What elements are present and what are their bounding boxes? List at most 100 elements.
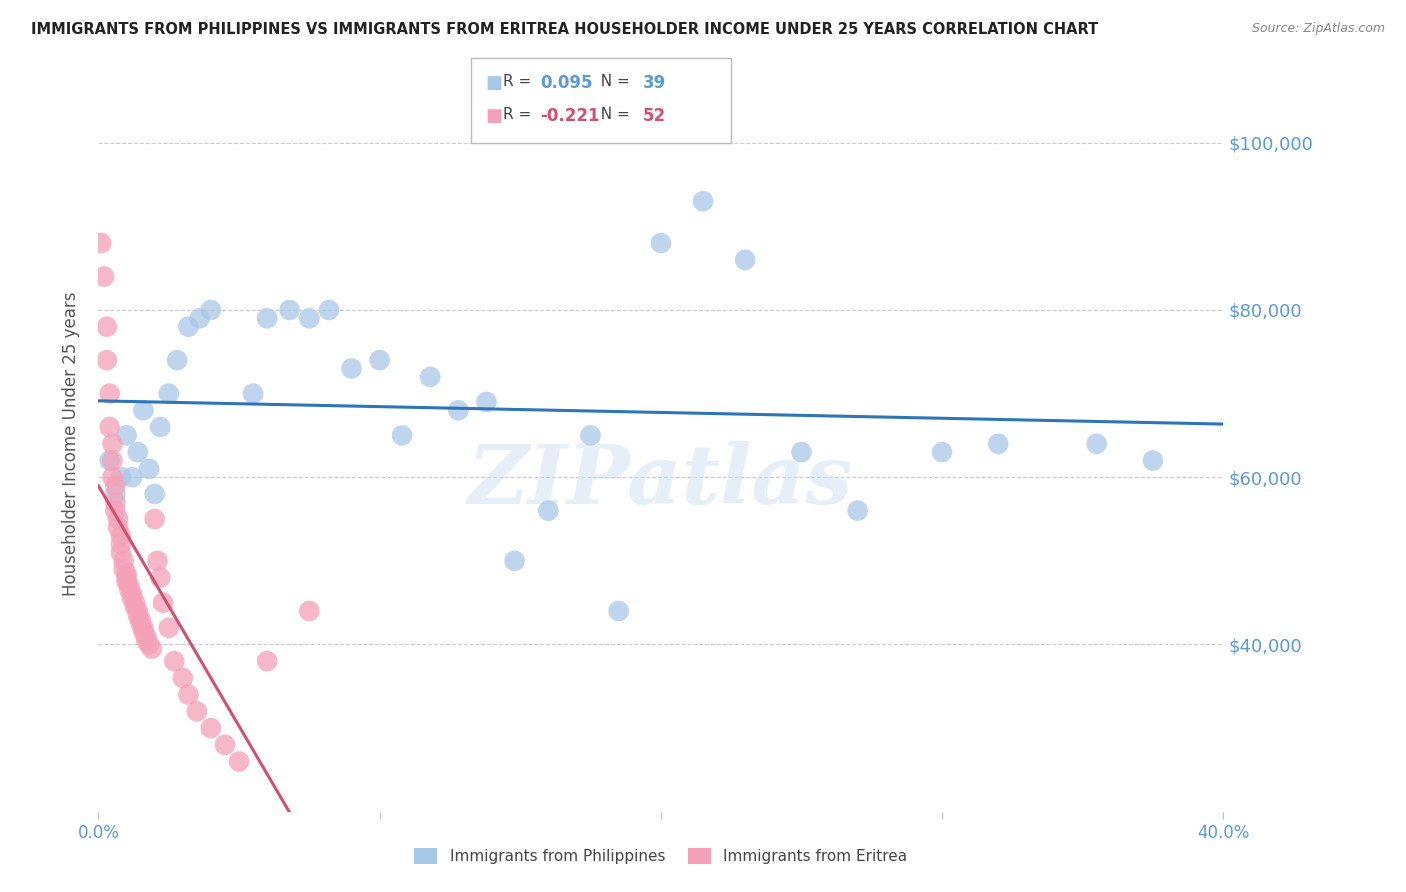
Immigrants from Philippines	[104, 487, 127, 501]
Immigrants from Eritrea	[98, 420, 121, 434]
Text: -0.221: -0.221	[540, 107, 599, 125]
Immigrants from Philippines	[368, 353, 391, 368]
Immigrants from Eritrea	[228, 755, 250, 769]
Y-axis label: Householder Income Under 25 years: Householder Income Under 25 years	[62, 292, 80, 596]
Immigrants from Eritrea	[200, 721, 222, 735]
Immigrants from Eritrea	[121, 587, 143, 601]
Text: IMMIGRANTS FROM PHILIPPINES VS IMMIGRANTS FROM ERITREA HOUSEHOLDER INCOME UNDER : IMMIGRANTS FROM PHILIPPINES VS IMMIGRANT…	[31, 22, 1098, 37]
Text: N =: N =	[591, 74, 634, 89]
Text: ■: ■	[485, 74, 502, 92]
Immigrants from Philippines	[127, 445, 149, 459]
Immigrants from Eritrea	[186, 705, 208, 719]
Immigrants from Philippines	[166, 353, 188, 368]
Immigrants from Eritrea	[124, 599, 146, 614]
Text: ZIPatlas: ZIPatlas	[468, 441, 853, 521]
Legend: Immigrants from Philippines, Immigrants from Eritrea: Immigrants from Philippines, Immigrants …	[408, 842, 914, 871]
Immigrants from Philippines	[1085, 436, 1108, 450]
Immigrants from Eritrea	[118, 579, 141, 593]
Immigrants from Philippines	[391, 428, 413, 442]
Immigrants from Philippines	[188, 311, 211, 326]
Immigrants from Philippines	[143, 487, 166, 501]
Immigrants from Philippines	[790, 445, 813, 459]
Text: N =: N =	[591, 107, 634, 122]
Immigrants from Philippines	[692, 194, 714, 209]
Text: R =: R =	[503, 74, 537, 89]
Immigrants from Philippines	[98, 453, 121, 467]
Immigrants from Eritrea	[143, 512, 166, 526]
Text: 0.095: 0.095	[540, 74, 592, 92]
Immigrants from Eritrea	[107, 512, 129, 526]
Immigrants from Philippines	[318, 303, 340, 318]
Immigrants from Eritrea	[138, 638, 160, 652]
Immigrants from Eritrea	[118, 583, 141, 598]
Immigrants from Philippines	[419, 369, 441, 384]
Immigrants from Philippines	[149, 420, 172, 434]
Immigrants from Philippines	[200, 303, 222, 318]
Immigrants from Philippines	[447, 403, 470, 417]
Immigrants from Eritrea	[110, 545, 132, 559]
Text: ■: ■	[485, 107, 502, 125]
Immigrants from Philippines	[987, 436, 1010, 450]
Immigrants from Philippines	[607, 604, 630, 618]
Immigrants from Eritrea	[121, 591, 143, 606]
Immigrants from Eritrea	[163, 654, 186, 668]
Immigrants from Eritrea	[256, 654, 278, 668]
Immigrants from Philippines	[846, 503, 869, 517]
Immigrants from Eritrea	[96, 353, 118, 368]
Immigrants from Philippines	[256, 311, 278, 326]
Immigrants from Philippines	[931, 445, 953, 459]
Immigrants from Philippines	[475, 395, 498, 409]
Immigrants from Eritrea	[172, 671, 194, 685]
Immigrants from Eritrea	[98, 386, 121, 401]
Immigrants from Eritrea	[132, 621, 155, 635]
Immigrants from Philippines	[278, 303, 301, 318]
Immigrants from Eritrea	[146, 554, 169, 568]
Immigrants from Philippines	[503, 554, 526, 568]
Immigrants from Eritrea	[104, 503, 127, 517]
Immigrants from Eritrea	[107, 520, 129, 534]
Immigrants from Philippines	[1142, 453, 1164, 467]
Immigrants from Eritrea	[214, 738, 236, 752]
Immigrants from Eritrea	[96, 319, 118, 334]
Text: R =: R =	[503, 107, 537, 122]
Immigrants from Eritrea	[132, 624, 155, 639]
Immigrants from Eritrea	[124, 596, 146, 610]
Immigrants from Eritrea	[177, 688, 200, 702]
Immigrants from Eritrea	[135, 629, 157, 643]
Immigrants from Philippines	[650, 236, 672, 251]
Immigrants from Eritrea	[104, 495, 127, 509]
Immigrants from Eritrea	[101, 453, 124, 467]
Immigrants from Eritrea	[90, 236, 112, 251]
Immigrants from Eritrea	[101, 436, 124, 450]
Immigrants from Philippines	[242, 386, 264, 401]
Immigrants from Eritrea	[101, 470, 124, 484]
Immigrants from Eritrea	[152, 596, 174, 610]
Immigrants from Philippines	[110, 470, 132, 484]
Immigrants from Eritrea	[129, 612, 152, 626]
Immigrants from Philippines	[115, 428, 138, 442]
Immigrants from Eritrea	[127, 608, 149, 623]
Immigrants from Philippines	[138, 462, 160, 476]
Immigrants from Philippines	[132, 403, 155, 417]
Immigrants from Philippines	[121, 470, 143, 484]
Immigrants from Philippines	[157, 386, 180, 401]
Immigrants from Eritrea	[115, 571, 138, 585]
Immigrants from Eritrea	[112, 562, 135, 576]
Immigrants from Eritrea	[110, 529, 132, 543]
Immigrants from Philippines	[579, 428, 602, 442]
Immigrants from Eritrea	[141, 641, 163, 656]
Immigrants from Eritrea	[93, 269, 115, 284]
Immigrants from Eritrea	[112, 554, 135, 568]
Immigrants from Philippines	[734, 252, 756, 267]
Immigrants from Eritrea	[298, 604, 321, 618]
Text: 52: 52	[643, 107, 665, 125]
Immigrants from Philippines	[298, 311, 321, 326]
Immigrants from Eritrea	[115, 566, 138, 581]
Immigrants from Eritrea	[129, 616, 152, 631]
Text: 39: 39	[643, 74, 666, 92]
Immigrants from Philippines	[177, 319, 200, 334]
Immigrants from Eritrea	[157, 621, 180, 635]
Immigrants from Eritrea	[149, 571, 172, 585]
Immigrants from Eritrea	[110, 537, 132, 551]
Immigrants from Philippines	[340, 361, 363, 376]
